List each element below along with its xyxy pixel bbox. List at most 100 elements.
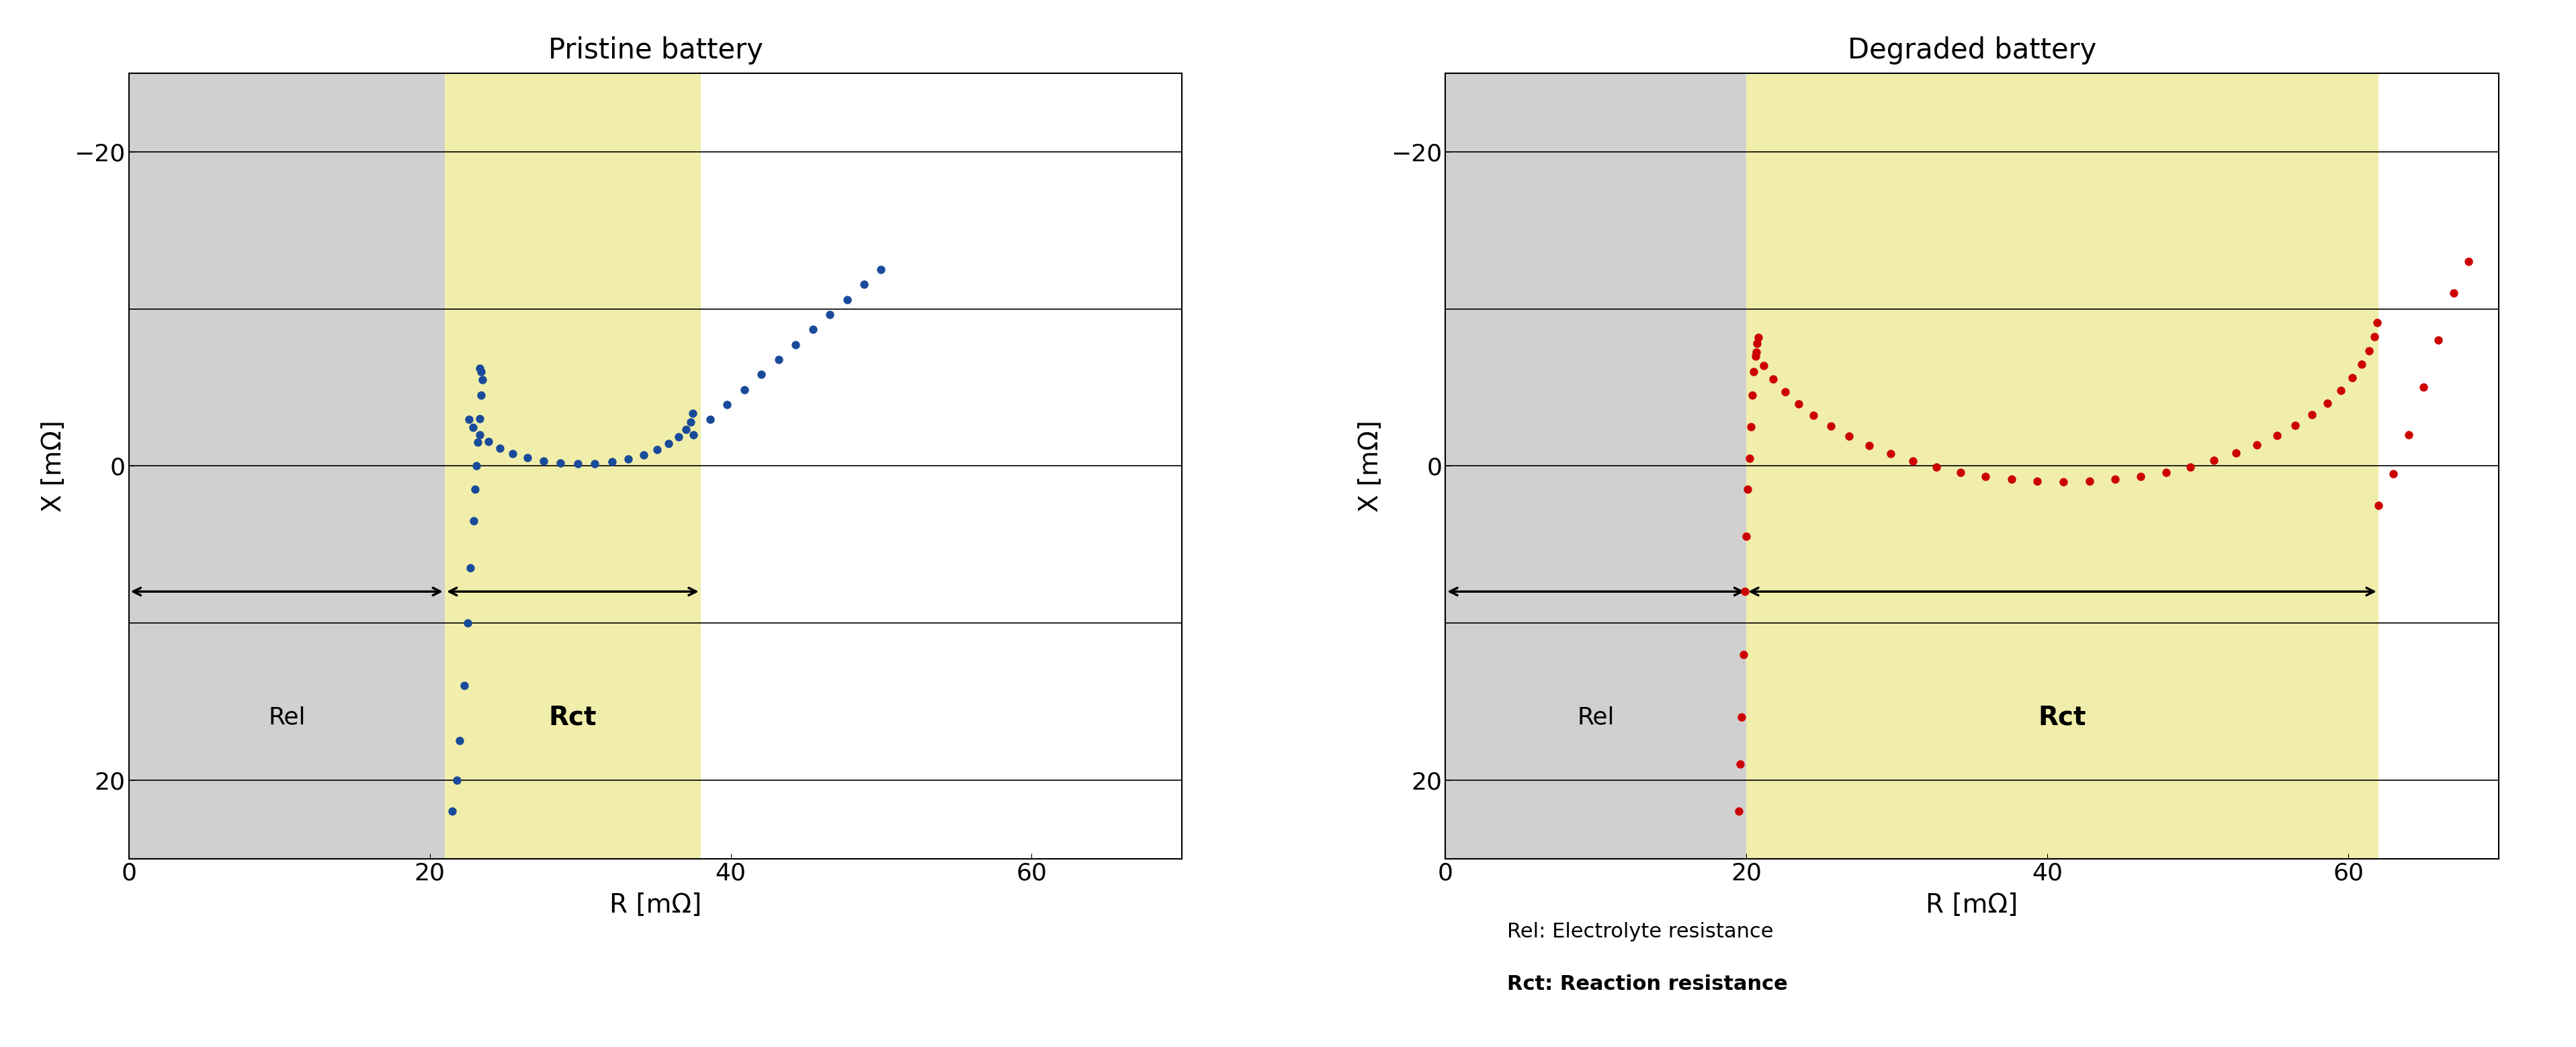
Point <box>2357 314 2398 331</box>
Point <box>1829 428 1870 445</box>
Point <box>556 455 598 472</box>
Bar <box>1747 73 2378 859</box>
Point <box>2236 437 2277 453</box>
X-axis label: R [mΩ]: R [mΩ] <box>1927 892 2017 917</box>
Point <box>1731 387 1772 404</box>
Point <box>440 733 482 750</box>
Point <box>1991 471 2032 488</box>
Point <box>2043 473 2084 490</box>
Bar <box>446 73 701 859</box>
Point <box>435 772 477 788</box>
Point <box>2169 459 2210 475</box>
Point <box>2357 496 2398 513</box>
Point <box>2331 370 2372 386</box>
Point <box>793 321 835 338</box>
Point <box>1917 459 1958 475</box>
Point <box>1739 329 1780 346</box>
Point <box>459 360 500 377</box>
Point <box>2094 471 2136 488</box>
Point <box>2192 452 2233 469</box>
Point <box>1793 407 1834 424</box>
Point <box>2419 332 2460 349</box>
Bar <box>129 73 446 859</box>
Point <box>2069 472 2110 489</box>
Point <box>1721 709 1762 726</box>
Point <box>461 372 502 388</box>
Point <box>1870 445 1911 462</box>
Point <box>2349 342 2391 359</box>
Point <box>706 396 747 413</box>
Point <box>538 454 580 471</box>
Point <box>2306 395 2347 411</box>
Point <box>469 433 510 450</box>
Point <box>860 262 902 279</box>
Y-axis label: X [mΩ]: X [mΩ] <box>1358 420 1383 512</box>
Point <box>448 410 489 427</box>
Point <box>1850 438 1891 454</box>
Point <box>1940 464 1981 481</box>
Point <box>1723 583 1765 600</box>
Text: Rct: Rct <box>549 705 598 730</box>
Point <box>574 455 616 472</box>
Point <box>492 445 533 462</box>
Point <box>665 421 706 438</box>
Point <box>451 559 492 576</box>
Point <box>2293 406 2334 423</box>
Point <box>456 458 497 474</box>
Point <box>2321 382 2362 399</box>
Text: Rel: Rel <box>268 706 307 729</box>
Point <box>649 436 690 452</box>
Point <box>1734 363 1775 380</box>
X-axis label: R [mΩ]: R [mΩ] <box>611 892 701 917</box>
Point <box>2017 472 2058 489</box>
Point <box>592 453 634 470</box>
Point <box>842 276 884 293</box>
Point <box>636 442 677 459</box>
Text: Rel: Electrolyte resistance: Rel: Electrolyte resistance <box>1507 922 1772 941</box>
Point <box>672 426 714 443</box>
Point <box>1728 450 1770 467</box>
Point <box>453 512 495 529</box>
Title: Degraded battery: Degraded battery <box>1847 37 2097 65</box>
Point <box>461 387 502 404</box>
Point <box>507 449 549 466</box>
Point <box>2432 285 2473 302</box>
Point <box>1728 482 1770 498</box>
Point <box>1811 418 1852 435</box>
Point <box>724 381 765 398</box>
Point <box>2388 426 2429 443</box>
Point <box>461 363 502 380</box>
Point <box>479 440 520 456</box>
Point <box>459 410 500 427</box>
Point <box>2354 329 2396 346</box>
Point <box>459 433 500 450</box>
Point <box>690 411 732 428</box>
Point <box>1726 528 1767 544</box>
Point <box>1765 383 1806 400</box>
Point <box>623 446 665 463</box>
Point <box>1721 756 1762 773</box>
Point <box>809 306 850 322</box>
Point <box>1731 419 1772 436</box>
Point <box>670 414 711 430</box>
Y-axis label: X [mΩ]: X [mΩ] <box>41 420 67 512</box>
Point <box>757 351 799 367</box>
Point <box>446 615 487 631</box>
Point <box>1744 357 1785 374</box>
Point <box>1723 646 1765 663</box>
Point <box>1718 803 1759 820</box>
Title: Pristine battery: Pristine battery <box>549 37 762 65</box>
Point <box>2403 379 2445 396</box>
Point <box>2146 464 2187 481</box>
Point <box>775 336 817 353</box>
Point <box>1752 371 1793 387</box>
Text: Rel: Rel <box>1577 706 1615 729</box>
Point <box>1777 396 1819 413</box>
Point <box>2372 465 2414 482</box>
Point <box>443 677 484 694</box>
Point <box>453 482 495 498</box>
Point <box>2342 356 2383 373</box>
Point <box>453 419 495 436</box>
Point <box>742 366 783 383</box>
Text: Rct: Reaction resistance: Rct: Reaction resistance <box>1507 975 1788 994</box>
